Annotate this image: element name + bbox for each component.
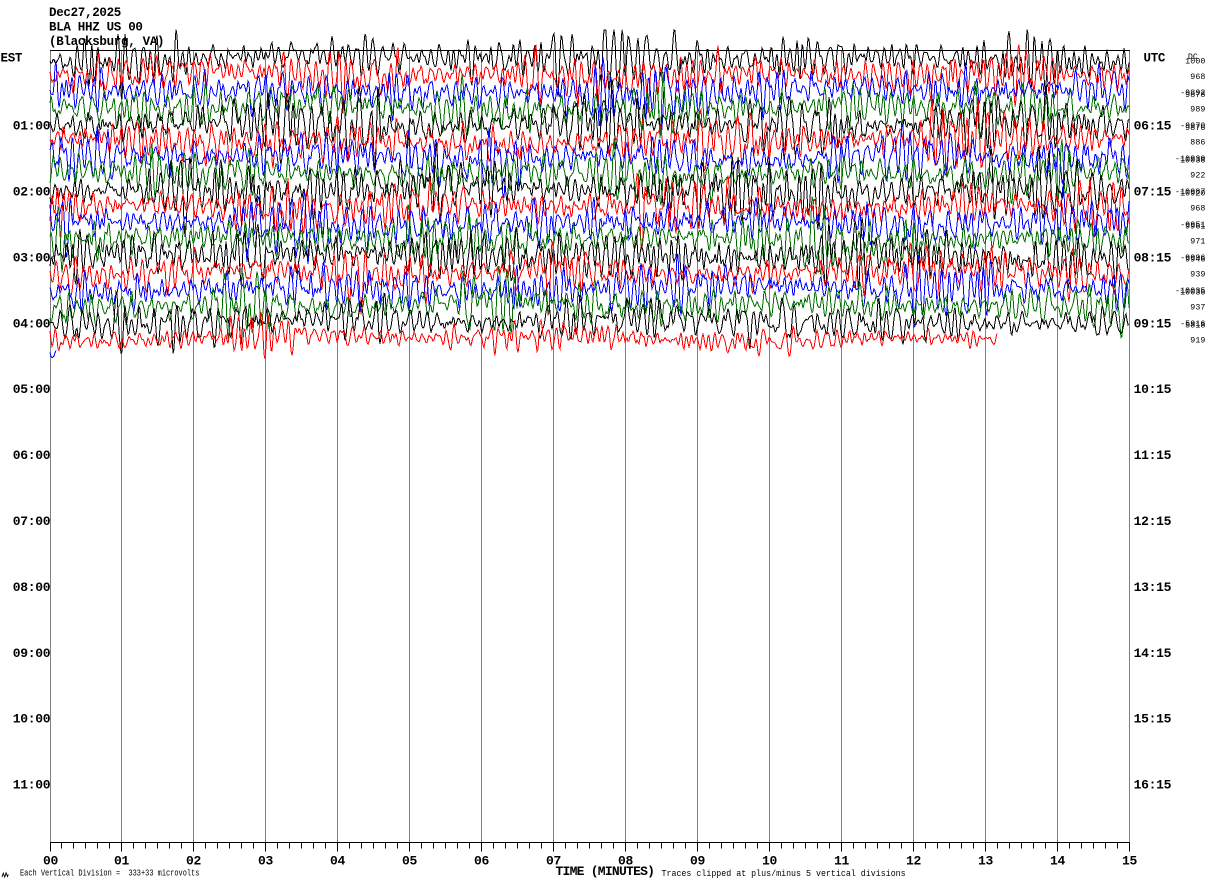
svg-text:-9951: -9951 bbox=[1180, 221, 1205, 230]
svg-text:03: 03 bbox=[258, 853, 274, 868]
svg-text:02: 02 bbox=[186, 853, 202, 868]
svg-text:971: 971 bbox=[1190, 237, 1205, 246]
svg-text:937: 937 bbox=[1190, 303, 1205, 312]
svg-text:15:15: 15:15 bbox=[1134, 712, 1172, 727]
svg-text:5818: 5818 bbox=[1185, 321, 1205, 330]
svg-text:13: 13 bbox=[978, 853, 994, 868]
svg-text:-10035: -10035 bbox=[1175, 287, 1205, 296]
svg-text:06: 06 bbox=[474, 853, 490, 868]
svg-text:07: 07 bbox=[546, 853, 561, 868]
svg-text:09:15: 09:15 bbox=[1134, 316, 1172, 331]
svg-text:-9996: -9996 bbox=[1180, 254, 1205, 263]
svg-text:-9892: -9892 bbox=[1180, 89, 1205, 98]
svg-text:10:15: 10:15 bbox=[1134, 382, 1172, 397]
svg-text:886: 886 bbox=[1190, 139, 1205, 148]
svg-text:11:15: 11:15 bbox=[1134, 448, 1172, 463]
svg-text:07:00: 07:00 bbox=[13, 514, 51, 529]
svg-text:16:15: 16:15 bbox=[1134, 778, 1172, 793]
svg-text:10036: 10036 bbox=[1180, 288, 1205, 297]
svg-text:11: 11 bbox=[834, 853, 850, 868]
svg-text:-5916: -5916 bbox=[1180, 320, 1205, 329]
svg-text:9878: 9878 bbox=[1185, 91, 1205, 100]
svg-text:12: 12 bbox=[906, 853, 922, 868]
svg-text:12:15: 12:15 bbox=[1134, 514, 1172, 529]
svg-text:10:00: 10:00 bbox=[13, 712, 51, 727]
svg-text:08:00: 08:00 bbox=[13, 580, 51, 595]
svg-text:DC: DC bbox=[1188, 53, 1198, 62]
svg-text:01:00: 01:00 bbox=[13, 119, 51, 134]
svg-text:968: 968 bbox=[1190, 205, 1205, 214]
svg-text:06:00: 06:00 bbox=[13, 448, 51, 463]
svg-text:03:00: 03:00 bbox=[13, 250, 51, 265]
svg-text:989: 989 bbox=[1190, 106, 1205, 115]
svg-text:Traces clipped at plus/minus 5: Traces clipped at plus/minus 5 vertical … bbox=[662, 869, 906, 879]
svg-text:05: 05 bbox=[402, 853, 418, 868]
svg-text:10038: 10038 bbox=[1180, 157, 1205, 166]
svg-text:14: 14 bbox=[1050, 853, 1066, 868]
svg-text:09: 09 bbox=[690, 853, 706, 868]
svg-text:10920: 10920 bbox=[1180, 190, 1205, 199]
svg-text:919: 919 bbox=[1190, 336, 1205, 345]
svg-text:01: 01 bbox=[114, 853, 130, 868]
svg-text:EST: EST bbox=[1, 51, 23, 65]
svg-text:14:15: 14:15 bbox=[1134, 646, 1172, 661]
svg-text:1000: 1000 bbox=[1185, 58, 1205, 67]
svg-text:07:15: 07:15 bbox=[1134, 185, 1172, 200]
svg-text:00: 00 bbox=[43, 853, 59, 868]
svg-text:TIME (MINUTES): TIME (MINUTES) bbox=[556, 864, 655, 879]
svg-text:Dec27,2025: Dec27,2025 bbox=[49, 6, 121, 20]
svg-text:-10930: -10930 bbox=[1175, 155, 1205, 164]
svg-text:BLA HHZ US 00: BLA HHZ US 00 bbox=[49, 21, 143, 35]
svg-text:04:00: 04:00 bbox=[13, 316, 51, 331]
svg-text:-9970: -9970 bbox=[1180, 122, 1205, 131]
svg-text:968: 968 bbox=[1190, 73, 1205, 82]
svg-text:9961: 9961 bbox=[1185, 223, 1205, 232]
svg-text:04: 04 bbox=[330, 853, 346, 868]
svg-text:922: 922 bbox=[1190, 172, 1205, 181]
svg-text:10: 10 bbox=[762, 853, 778, 868]
svg-text:Each Vertical Division = 333+: Each Vertical Division = 333+33 microvol… bbox=[20, 869, 200, 879]
svg-text:15: 15 bbox=[1122, 853, 1138, 868]
svg-text:13:15: 13:15 bbox=[1134, 580, 1172, 595]
svg-text:9876: 9876 bbox=[1185, 124, 1205, 133]
svg-text:02:00: 02:00 bbox=[13, 185, 51, 200]
svg-text:06:15: 06:15 bbox=[1134, 119, 1172, 134]
svg-text:08:15: 08:15 bbox=[1134, 250, 1172, 265]
svg-text:UTC: UTC bbox=[1144, 51, 1166, 65]
svg-text:-10987: -10987 bbox=[1175, 188, 1205, 197]
svg-text:11:00: 11:00 bbox=[13, 778, 51, 793]
svg-text:08: 08 bbox=[618, 853, 634, 868]
svg-text:939: 939 bbox=[1190, 270, 1205, 279]
svg-text:(Blacksburg, VA): (Blacksburg, VA) bbox=[49, 35, 164, 49]
svg-text:9946: 9946 bbox=[1185, 256, 1205, 265]
svg-text:09:00: 09:00 bbox=[13, 646, 51, 661]
svg-text:05:00: 05:00 bbox=[13, 382, 51, 397]
